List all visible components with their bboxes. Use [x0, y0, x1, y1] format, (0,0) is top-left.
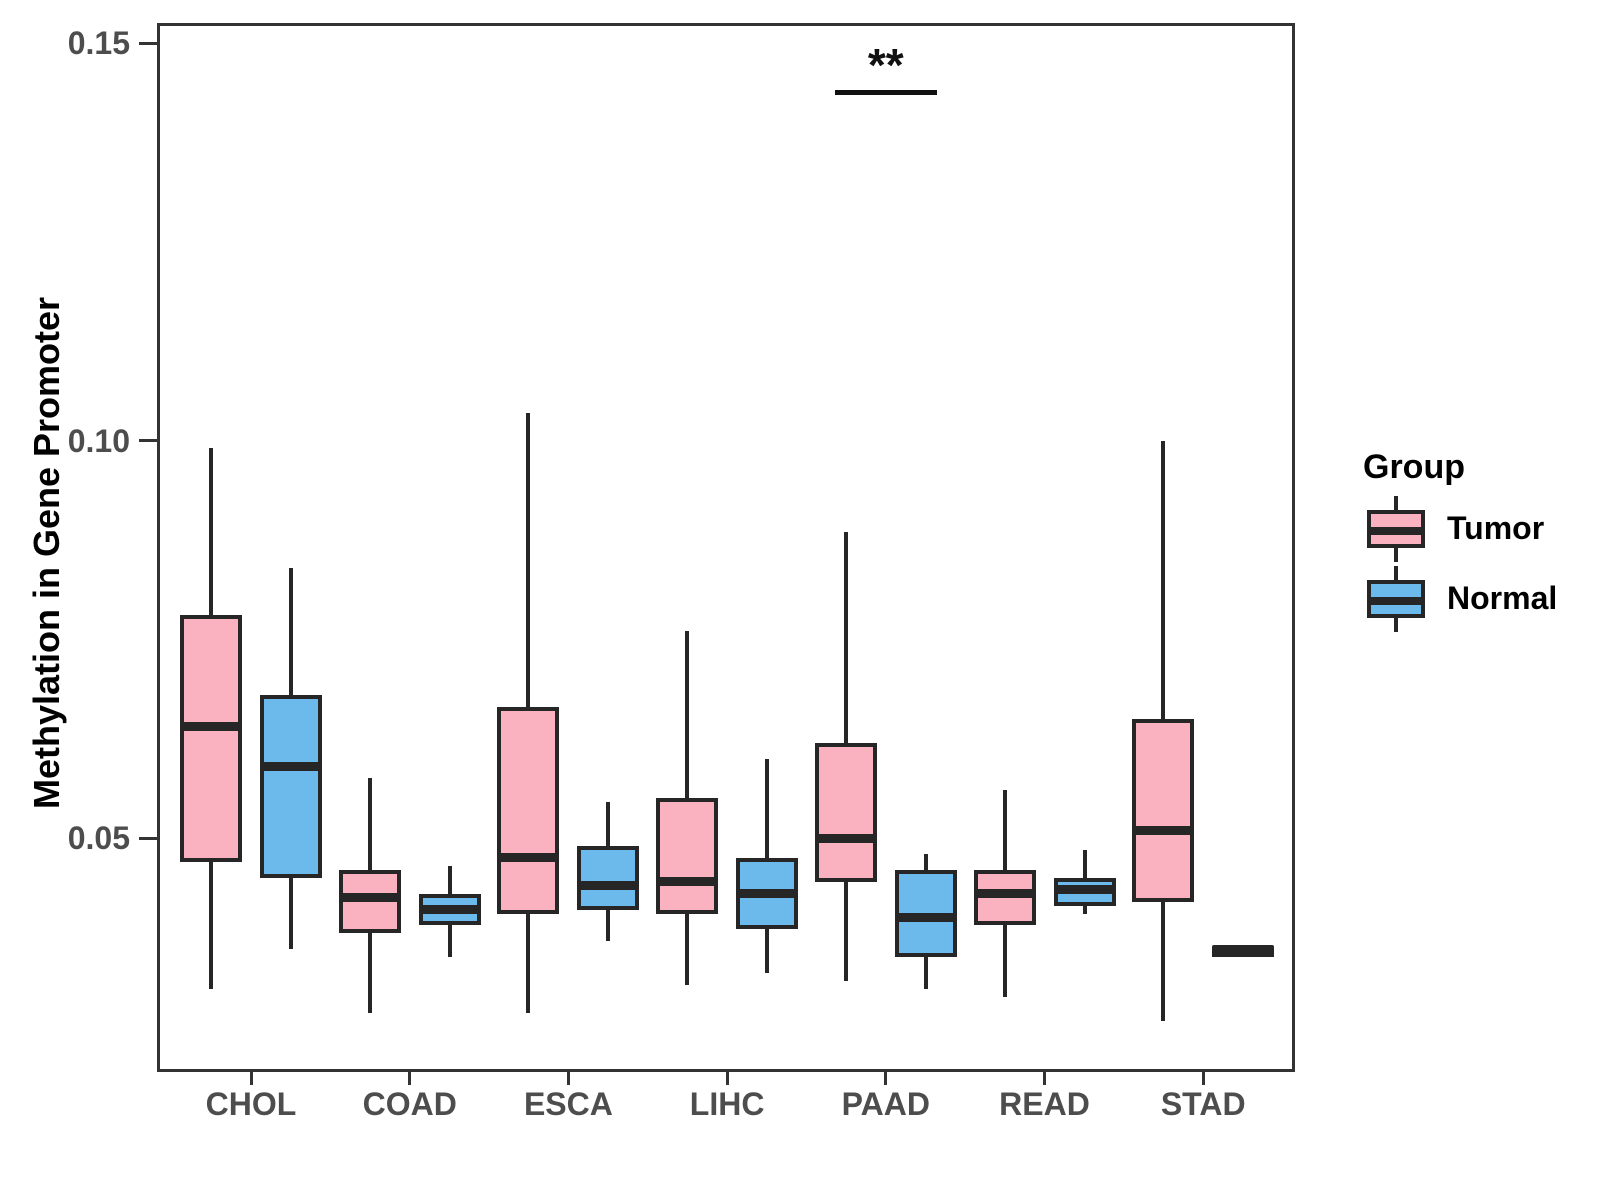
box-PAAD-Tumor	[814, 742, 877, 882]
x-tick-mark-PAAD	[884, 1072, 888, 1085]
legend-key-box-tumor	[1367, 510, 1425, 548]
y-tick-label-0.05: 0.05	[67, 820, 130, 856]
median-LIHC-Tumor	[656, 877, 719, 887]
y-tick-mark-0.10	[139, 439, 157, 442]
legend-title: Group	[1363, 448, 1465, 486]
box-STAD-Tumor	[1132, 718, 1195, 902]
legend-label-normal: Normal	[1447, 580, 1558, 616]
x-tick-label-PAAD: PAAD	[841, 1086, 930, 1122]
median-CHOL-Normal	[260, 761, 322, 771]
legend-key-median	[1371, 597, 1421, 605]
x-tick-mark-CHOL	[249, 1072, 253, 1085]
x-tick-label-ESCA: ESCA	[523, 1086, 613, 1122]
y-tick-label-0.10: 0.10	[67, 422, 130, 459]
box-ESCA-Normal	[577, 845, 640, 910]
median-LIHC-Normal	[736, 889, 799, 899]
legend-key-box-normal	[1367, 580, 1425, 618]
median-COAD-Tumor	[338, 893, 401, 903]
median-PAAD-Tumor	[814, 833, 877, 843]
x-tick-mark-LIHC	[725, 1072, 729, 1085]
x-tick-label-READ: READ	[999, 1086, 1090, 1122]
box-LIHC-Tumor	[656, 798, 719, 914]
x-tick-mark-READ	[1043, 1072, 1046, 1085]
legend: Group Tumor Normal	[1340, 440, 1600, 650]
median-ESCA-Normal	[577, 881, 640, 891]
x-tick-mark-COAD	[408, 1072, 412, 1085]
box-ESCA-Tumor	[497, 706, 560, 914]
median-PAAD-Normal	[894, 913, 957, 922]
x-tick-mark-ESCA	[566, 1072, 570, 1085]
significance-bar	[834, 89, 937, 95]
x-tick-label-CHOL: CHOL	[205, 1086, 297, 1122]
y-tick-mark-0.15	[139, 41, 157, 45]
median-STAD-Tumor	[1132, 825, 1195, 835]
significance-stars: **	[867, 39, 904, 92]
plot-panel	[157, 23, 1295, 1072]
legend-key-normal-boxplot-icon	[1367, 566, 1425, 632]
y-tick-mark-0.05	[139, 836, 157, 840]
median-COAD-Normal	[418, 905, 481, 915]
box-CHOL-Normal	[260, 694, 322, 878]
x-tick-label-COAD: COAD	[362, 1086, 457, 1122]
median-READ-Normal	[1053, 885, 1116, 895]
legend-key-tumor-boxplot-icon	[1367, 496, 1425, 562]
legend-key-median	[1371, 527, 1421, 535]
median-ESCA-Tumor	[497, 853, 560, 863]
median-READ-Tumor	[973, 889, 1036, 899]
y-axis-title: Methylation in Gene Promoter	[26, 296, 67, 810]
x-tick-label-STAD: STAD	[1160, 1086, 1246, 1122]
box-CHOL-Tumor	[180, 615, 242, 862]
legend-label-tumor: Tumor	[1447, 510, 1545, 546]
x-tick-label-LIHC: LIHC	[689, 1086, 765, 1122]
x-tick-mark-STAD	[1201, 1072, 1205, 1085]
median-CHOL-Tumor	[180, 722, 242, 732]
y-tick-label-0.15: 0.15	[67, 25, 130, 61]
median-STAD-Normal	[1212, 944, 1275, 954]
